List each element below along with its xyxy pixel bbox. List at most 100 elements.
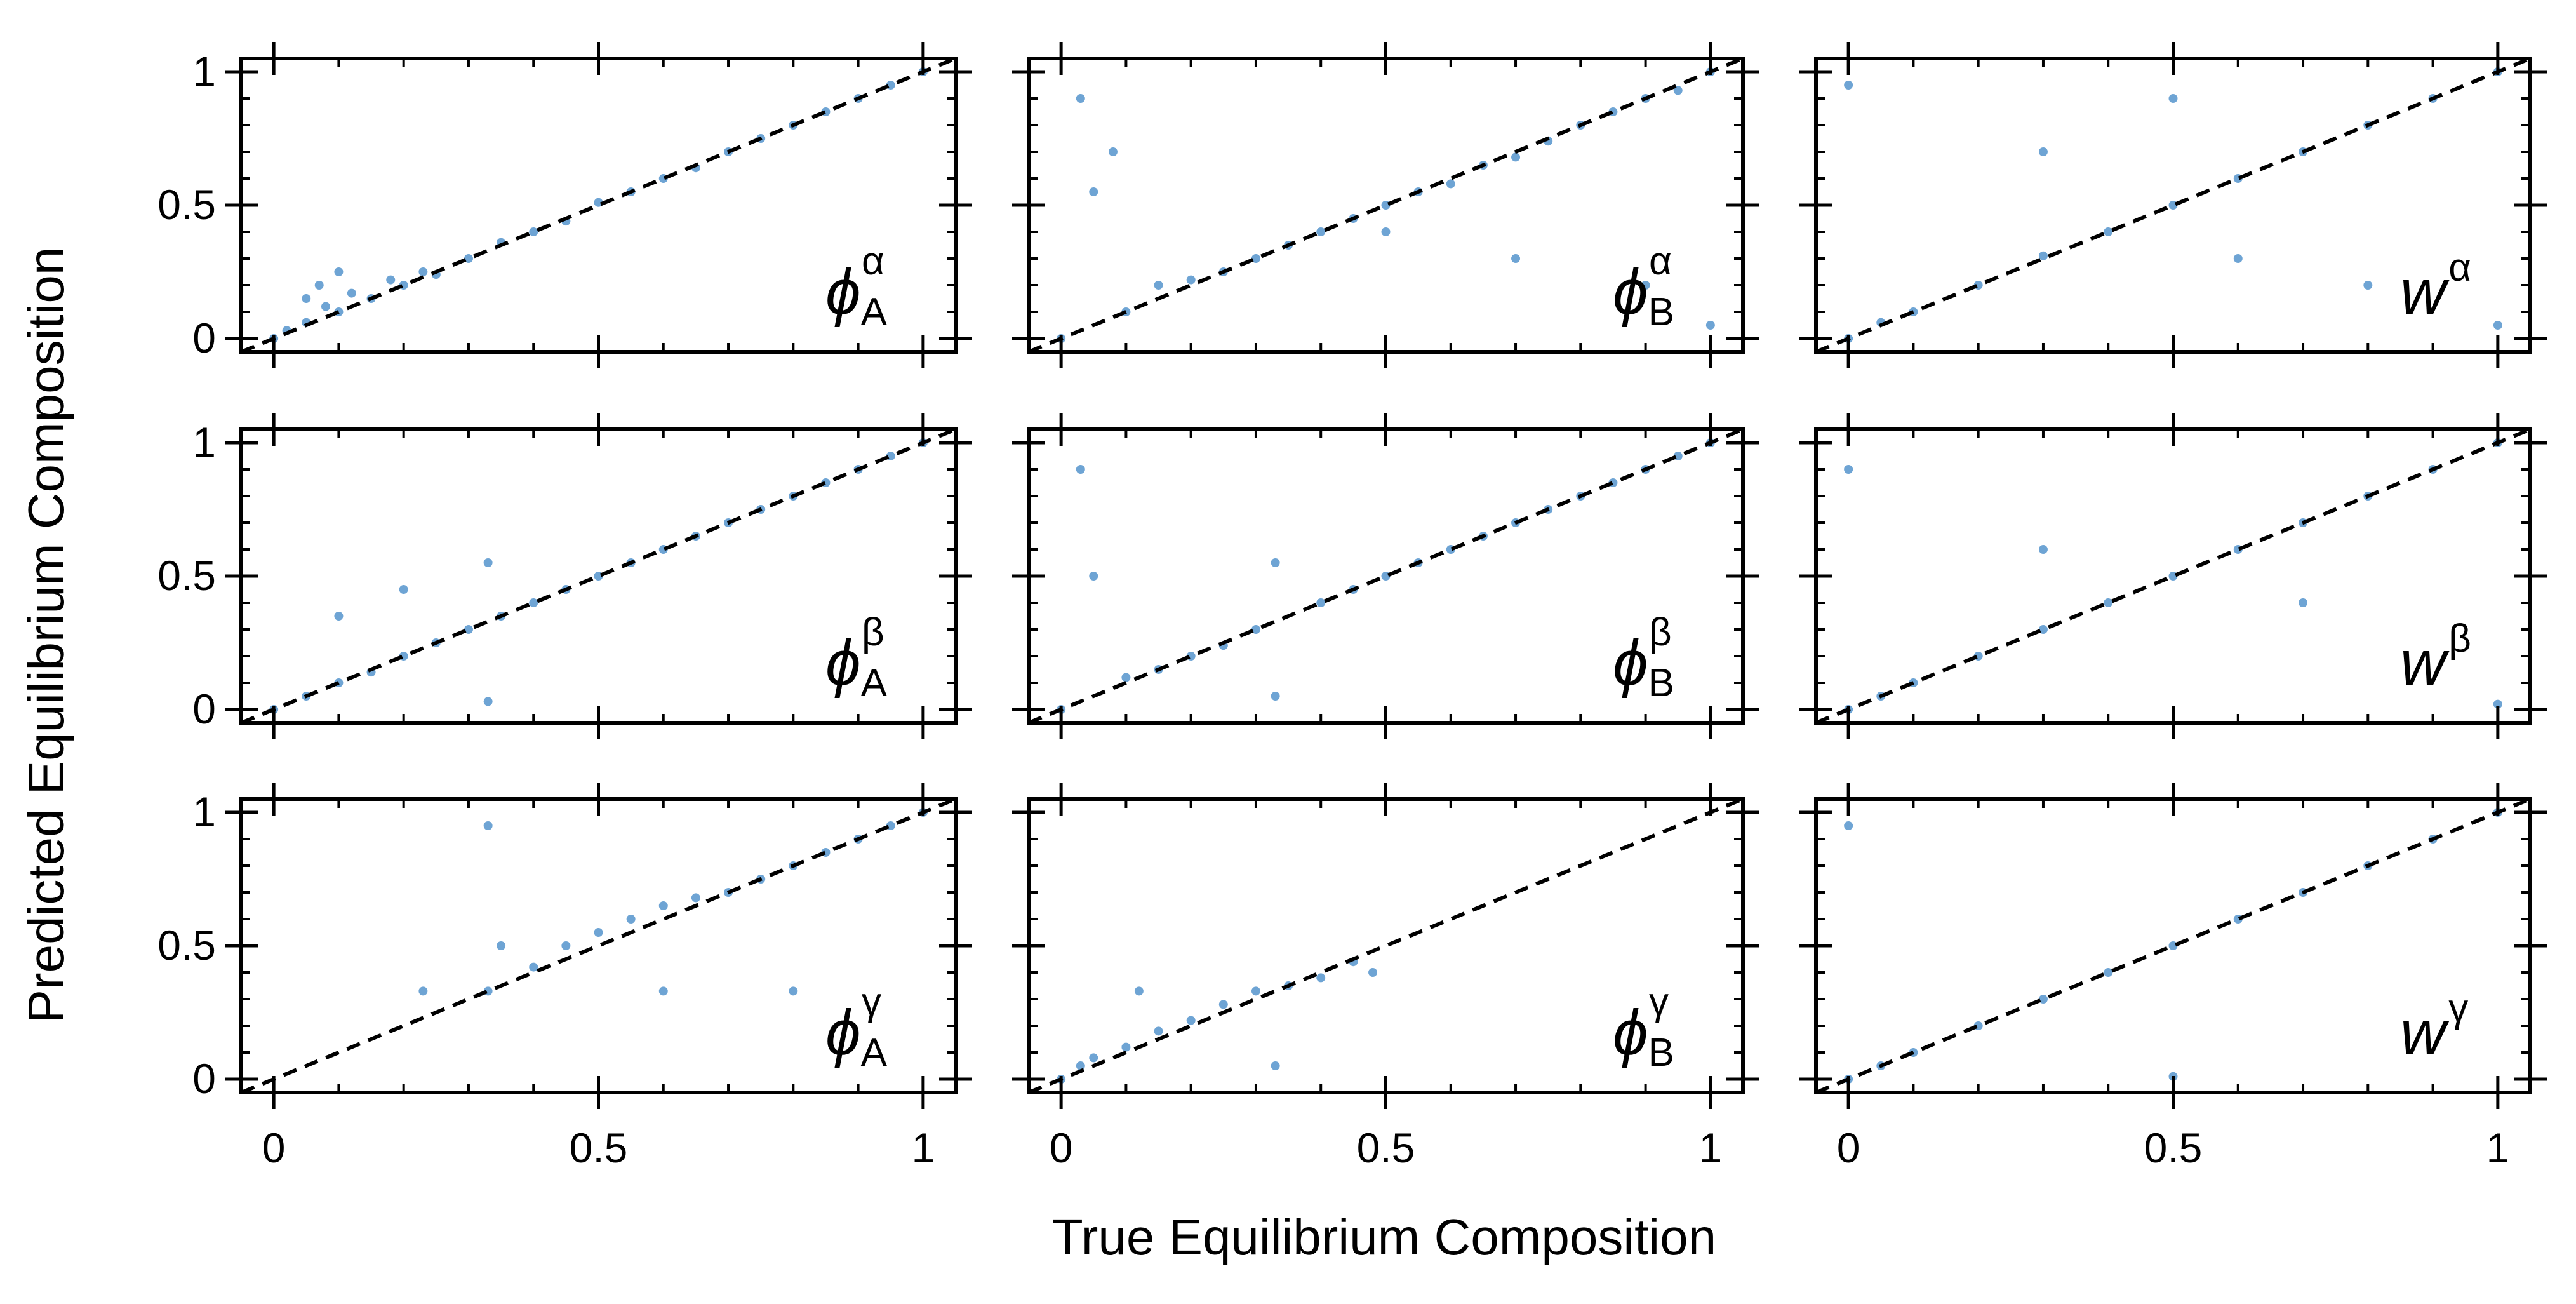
panel-1: 0 0.5 1 ϕAα [157, 42, 972, 368]
parity-line [1815, 427, 2532, 725]
data-point [1316, 227, 1326, 236]
data-point [1844, 81, 1853, 90]
x-tick-label: 0.5 [2144, 1124, 2203, 1171]
data-point [497, 941, 506, 950]
data-point [1271, 692, 1280, 701]
data-point [1121, 673, 1131, 682]
data-point [302, 294, 311, 303]
data-point [1218, 1000, 1228, 1009]
x-tick-label: 0.5 [1357, 1124, 1415, 1171]
data-point [594, 198, 603, 207]
data-point [1705, 321, 1715, 330]
x-axis-title: True Equilibrium Composition [1052, 1209, 1716, 1265]
data-point [626, 915, 636, 924]
data-point [1089, 1053, 1098, 1063]
y-tick-label: 0.5 [157, 181, 216, 228]
y-tick-label: 1 [192, 48, 216, 95]
data-point [2233, 254, 2243, 263]
data-point [1108, 147, 1118, 156]
data-point [314, 281, 324, 290]
y-tick-label: 0 [192, 314, 216, 361]
data-point [2038, 251, 2048, 260]
data-point [1186, 275, 1196, 285]
x-tick-label: 1 [912, 1124, 935, 1171]
panel-label: wβ [2400, 617, 2471, 699]
y-axis-title: Predicted Equilibrium Composition [18, 247, 74, 1024]
panel-3: wα [1799, 42, 2547, 368]
data-point [418, 267, 428, 276]
data-point [2168, 94, 2178, 103]
parity-line [240, 427, 957, 725]
panel-4: 0 0.5 1 ϕAβ [157, 413, 972, 739]
data-point [529, 227, 538, 236]
data-point [1511, 152, 1521, 162]
x-tick-label: 0.5 [570, 1124, 628, 1171]
panel-label: ϕBβ [1613, 610, 1674, 705]
panel-label: ϕBα [1613, 239, 1674, 334]
data-point [1511, 254, 1521, 263]
data-point [1381, 227, 1391, 236]
data-point [399, 585, 408, 594]
panel-8: 0 0.5 1 ϕBγ [1012, 783, 1759, 1171]
data-point [1121, 1042, 1131, 1052]
parity-line [1027, 797, 1744, 1094]
data-point [2299, 598, 2308, 607]
data-point [386, 275, 396, 285]
data-point [2038, 545, 2048, 554]
panel-label: ϕBγ [1613, 980, 1674, 1075]
panel-5: ϕBβ [1012, 413, 1759, 739]
y-tick-label: 1 [192, 788, 216, 835]
data-point [1316, 973, 1326, 983]
panels-grid: 0 0.5 1 ϕAα ϕBα wα 0 0.5 1 ϕAβ ϕBβ wβ 0 0.5 1 0 0.5 1 ϕAγ 0… [157, 42, 2547, 1171]
data-point [1446, 179, 1455, 189]
y-tick-label: 0 [192, 1055, 216, 1102]
data-point [2363, 281, 2373, 290]
panel-7: 0 0.5 1 0 0.5 1 ϕAγ [157, 783, 972, 1171]
x-tick-label: 0 [1837, 1124, 1860, 1171]
data-point [2104, 598, 2113, 607]
data-point [1186, 1016, 1196, 1025]
data-point [691, 893, 700, 903]
data-point [321, 302, 330, 311]
data-point [483, 558, 493, 567]
parity-line [240, 57, 957, 354]
panel-label: wγ [2400, 986, 2468, 1068]
x-tick-label: 1 [2486, 1124, 2510, 1171]
data-point [561, 941, 571, 950]
data-point [1154, 1026, 1163, 1036]
data-point [1844, 821, 1853, 830]
data-point [1076, 94, 1085, 103]
data-point [2104, 227, 2113, 236]
data-point [1271, 558, 1280, 567]
panel-9: 0 0.5 1 wγ [1799, 783, 2547, 1171]
data-point [2493, 321, 2502, 330]
panel-label: ϕAα [825, 239, 888, 334]
parity-line [1815, 57, 2532, 354]
data-point [347, 288, 356, 298]
panel-label: ϕAβ [825, 610, 888, 705]
x-tick-label: 0 [1050, 1124, 1073, 1171]
data-point [2493, 699, 2502, 709]
y-tick-label: 0 [192, 685, 216, 732]
panel-label: wα [2400, 246, 2471, 328]
data-point [1641, 281, 1650, 290]
parity-line [1027, 427, 1744, 725]
parity-line [1027, 57, 1744, 354]
data-point [1134, 986, 1144, 996]
parity-line [1815, 797, 2532, 1094]
panel-label: ϕAγ [825, 980, 888, 1075]
data-point [1673, 86, 1683, 95]
data-point [483, 697, 493, 706]
x-tick-label: 0 [262, 1124, 286, 1171]
panel-2: ϕBα [1012, 42, 1759, 368]
data-point [1089, 187, 1098, 196]
data-point [464, 625, 473, 634]
x-tick-label: 1 [1699, 1124, 1723, 1171]
data-point [658, 901, 668, 910]
data-point [418, 986, 428, 996]
parity-line [240, 797, 957, 1094]
y-tick-label: 1 [192, 419, 216, 466]
data-point [334, 267, 344, 276]
data-point [464, 254, 473, 263]
